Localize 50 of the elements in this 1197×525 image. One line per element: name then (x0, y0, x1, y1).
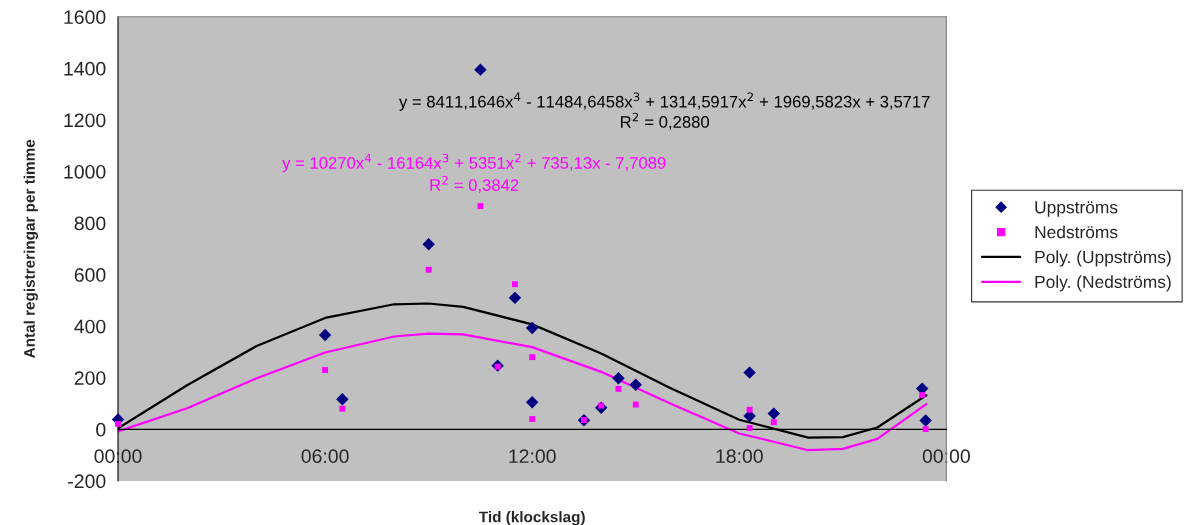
y-tick-label: 1200 (64, 113, 106, 128)
y-tick-label: 1600 (64, 10, 106, 25)
annotation: R$^{2}$ = 0,3842 (430, 175, 519, 193)
x-tick-label: 00:00 (922, 449, 970, 464)
point (525, 321, 539, 335)
annotation: y = 10270x$^{4}$ - 16164x$^{3}$ + 5351x$^{2}$ + 735,13x - 7,7089 (282, 153, 666, 173)
legend-label: Poly. (Uppströms) (1035, 250, 1171, 267)
point (919, 414, 932, 427)
y-tick-label: 200 (74, 371, 106, 385)
x-axis-title: Tid (klockslag) (479, 511, 585, 525)
point (767, 407, 780, 420)
point (746, 406, 753, 413)
point (629, 378, 642, 391)
point (322, 367, 329, 373)
point (746, 425, 753, 431)
legend-label: Nedströms (1035, 225, 1118, 239)
point (508, 291, 522, 305)
point (770, 419, 777, 426)
point (477, 203, 484, 209)
point (529, 354, 536, 361)
point (632, 401, 639, 408)
annotation: R$^{2}$ = 0,2880 (621, 112, 710, 130)
y-axis-title: Antal registreringar per timme (23, 139, 38, 358)
x-tick-label: 12:00 (509, 449, 556, 464)
point (743, 366, 756, 379)
y-tick-label: 1000 (64, 164, 106, 179)
y-tick-label: -200 (68, 474, 106, 489)
x-tick-label: 06:00 (301, 449, 349, 464)
point (919, 392, 926, 398)
point (339, 405, 346, 412)
point (425, 266, 432, 273)
point (318, 328, 332, 342)
y-tick-label: 400 (74, 319, 106, 334)
point (422, 238, 435, 251)
point (922, 426, 929, 433)
y-tick-label: 600 (74, 268, 106, 282)
y-tick-label: 800 (74, 216, 106, 231)
point (511, 281, 518, 288)
x-tick-label: 18:00 (716, 449, 763, 464)
y-tick-label: 0 (96, 422, 106, 437)
point (525, 396, 539, 409)
point (529, 416, 536, 422)
point (336, 392, 349, 406)
point (115, 420, 121, 427)
point (474, 63, 487, 76)
point (612, 372, 625, 385)
annotation: y = 8411,1646x$^{4}$ - 11484,6458x$^{3}$ + 1314,5917x$^{2}$ + 1969,5823x + 3,5717 (399, 92, 930, 111)
legend-label: Poly. (Nedströms) (1035, 275, 1171, 292)
y-tick-label: 1400 (64, 61, 106, 76)
legend-label: Uppströms (1035, 201, 1118, 217)
